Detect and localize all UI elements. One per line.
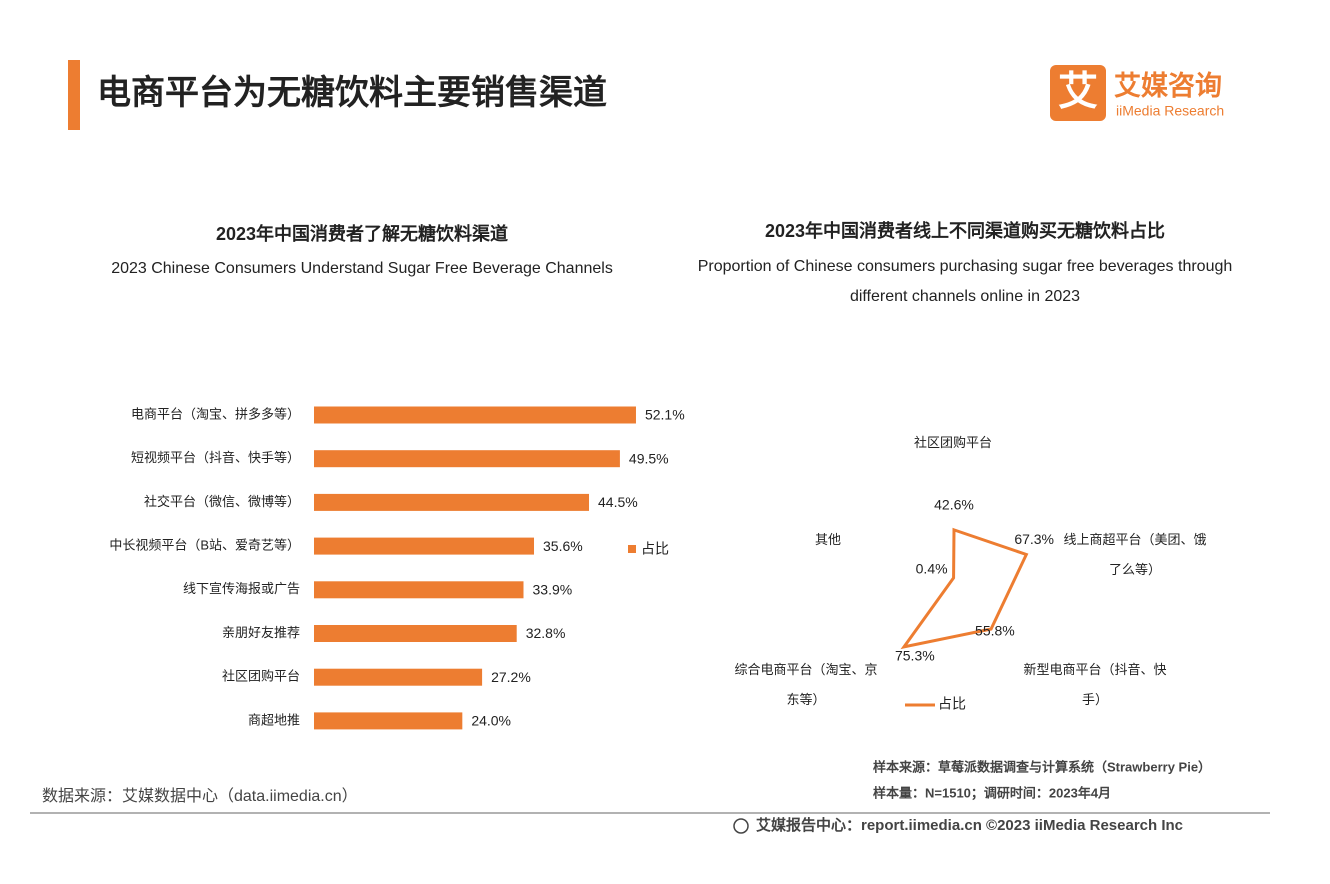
page-title: 电商平台为无糖饮料主要销售渠道	[97, 74, 607, 112]
y-tick-label: 亲朋好友推荐	[222, 625, 300, 640]
value-label: 44.5%	[598, 494, 638, 510]
legend-label: 占比	[641, 541, 669, 557]
y-tick-label: 商超地推	[248, 712, 300, 727]
value-label: 32.8%	[526, 625, 566, 641]
report-link: 艾媒报告中心：report.iimedia.cn ©2023 iiMedia R…	[756, 816, 1183, 834]
source: 数据来源：艾媒数据中心（data.iimedia.cn）	[42, 787, 358, 805]
axis-label: 线上商超平台（美团、饿了么等）	[1063, 532, 1207, 577]
axis-label: 其他	[814, 532, 841, 547]
value-label: 27.2%	[491, 669, 531, 685]
value-label: 49.5%	[629, 450, 669, 466]
chart-title: 2023年中国消费者了解无糖饮料渠道	[216, 223, 508, 244]
logo-icon: 艾	[1058, 70, 1098, 114]
value-label: 67.3%	[1014, 531, 1054, 547]
radar-line	[900, 527, 1029, 650]
bar	[314, 625, 517, 642]
globe-icon	[733, 818, 749, 834]
bar	[314, 450, 620, 468]
logo-en: iiMedia Research	[1116, 103, 1224, 119]
value-label: 24.0%	[471, 713, 511, 729]
value-label: 0.4%	[916, 561, 948, 577]
y-tick-label: 电商平台（淘宝、拼多多等）	[131, 406, 300, 421]
y-tick-label: 中长视频平台（B站、爱奇艺等）	[109, 538, 300, 553]
y-tick-label: 社区团购平台	[222, 669, 300, 684]
bar	[314, 493, 590, 511]
bar	[314, 406, 636, 424]
axis-label: 社区团购平台	[913, 435, 992, 450]
sample-source: 样本来源：草莓派数据调查与计算系统（Strawberry Pie）	[873, 759, 1211, 774]
chart-title: 2023年中国消费者线上不同渠道购买无糖饮料占比	[765, 220, 1165, 241]
axis-label: 新型电商平台（抖音、快手）	[1023, 662, 1167, 707]
value-label: 55.8%	[975, 623, 1015, 639]
value-label: 33.9%	[533, 582, 573, 598]
bar	[314, 581, 524, 599]
logo-name: 艾媒咨询	[1114, 70, 1222, 101]
logo-box	[1050, 65, 1106, 121]
legend-swatch	[628, 545, 636, 553]
value-label: 75.3%	[895, 648, 935, 664]
chart-subtitle: 2023 Chinese Consumers Understand Sugar …	[111, 260, 613, 277]
axis-label: 综合电商平台（淘宝、京东等）	[734, 662, 878, 707]
sample-size: 样本量：N=1510；调研时间：2023年4月	[873, 785, 1111, 801]
y-tick-label: 短视频平台（抖音、快手等）	[131, 450, 300, 465]
bar	[314, 537, 535, 555]
value-label: 52.1%	[645, 407, 685, 423]
y-tick-label: 社交平台（微信、微博等）	[144, 494, 300, 509]
title-accent	[68, 60, 80, 130]
chart-subtitle: Proportion of Chinese consumers purchasi…	[697, 258, 1233, 305]
bar	[314, 668, 483, 686]
y-tick-label: 线下宣传海报或广告	[183, 581, 300, 596]
bar	[314, 712, 463, 730]
value-label: 35.6%	[543, 538, 583, 554]
legend-label: 占比	[938, 696, 966, 712]
value-label: 42.6%	[934, 497, 974, 513]
